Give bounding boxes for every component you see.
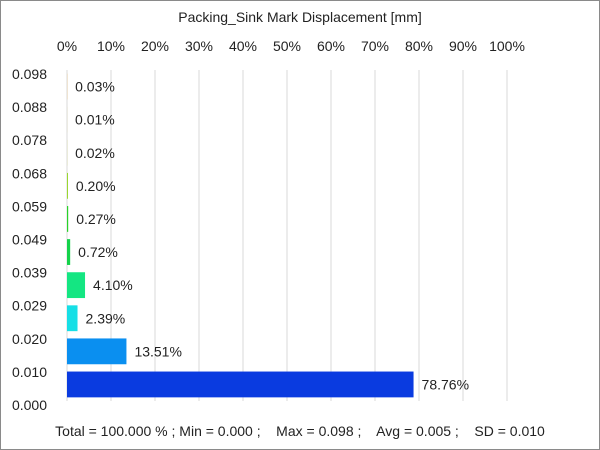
y-tick-label: 0.088 [12, 99, 47, 115]
x-tick-label: 20% [141, 38, 169, 54]
x-tick-label: 90% [449, 38, 477, 54]
x-tick-label: 10% [97, 38, 125, 54]
x-axis-tick-labels: 0% 10% 20% 30% 40% 50% 60% 70% 80% 90% 100% [57, 38, 525, 54]
gridlines [66, 70, 508, 401]
bar-value-label: 78.76% [422, 376, 469, 392]
x-tick-label: 60% [317, 38, 345, 54]
bar [67, 172, 68, 199]
x-tick-label: 50% [273, 38, 301, 54]
y-tick-label: 0.000 [12, 397, 47, 413]
bar-value-label: 0.02% [75, 145, 115, 161]
bar [67, 305, 78, 332]
y-tick-label: 0.020 [12, 331, 47, 347]
y-tick-label: 0.039 [12, 265, 47, 281]
bar [67, 239, 71, 265]
y-tick-label: 0.078 [12, 132, 47, 148]
y-tick-label: 0.049 [12, 232, 47, 248]
y-tick-label: 0.010 [12, 364, 47, 380]
x-tick-label: 30% [185, 38, 213, 54]
bar [67, 338, 127, 365]
bar [67, 371, 414, 398]
x-tick-label: 0% [57, 38, 77, 54]
x-tick-label: 80% [405, 38, 433, 54]
bar-value-label: 0.72% [78, 244, 118, 260]
bar-value-label: 0.03% [75, 79, 115, 95]
bar-value-label: 4.10% [93, 277, 133, 293]
x-tick-label: 40% [229, 38, 257, 54]
bar-value-label: 13.51% [134, 343, 181, 359]
bar-value-label: 0.01% [75, 112, 115, 128]
x-tick-label: 70% [361, 38, 389, 54]
bar-value-label: 0.27% [76, 211, 116, 227]
bars: 78.76% 13.51% 2.39% 4.10% 0.72% 0.27% 0.20% 0.0… [67, 73, 469, 398]
y-tick-label: 0.068 [12, 165, 47, 181]
y-tick-label: 0.098 [12, 66, 47, 82]
y-tick-label: 0.029 [12, 298, 47, 314]
y-axis-tick-labels: 0.000 0.010 0.020 0.029 0.039 0.049 0.059 0.068… [12, 66, 47, 413]
statistics-summary: Total = 100.000 % ; Min = 0.000 ; Max = … [55, 423, 545, 439]
bar-value-label: 0.20% [76, 178, 116, 194]
bar [67, 272, 86, 299]
y-tick-label: 0.059 [12, 198, 47, 214]
bar [67, 206, 69, 232]
bar-value-label: 2.39% [86, 310, 126, 326]
x-tick-label: 100% [489, 38, 525, 54]
chart-title: Packing_Sink Mark Displacement [mm] [178, 9, 422, 25]
